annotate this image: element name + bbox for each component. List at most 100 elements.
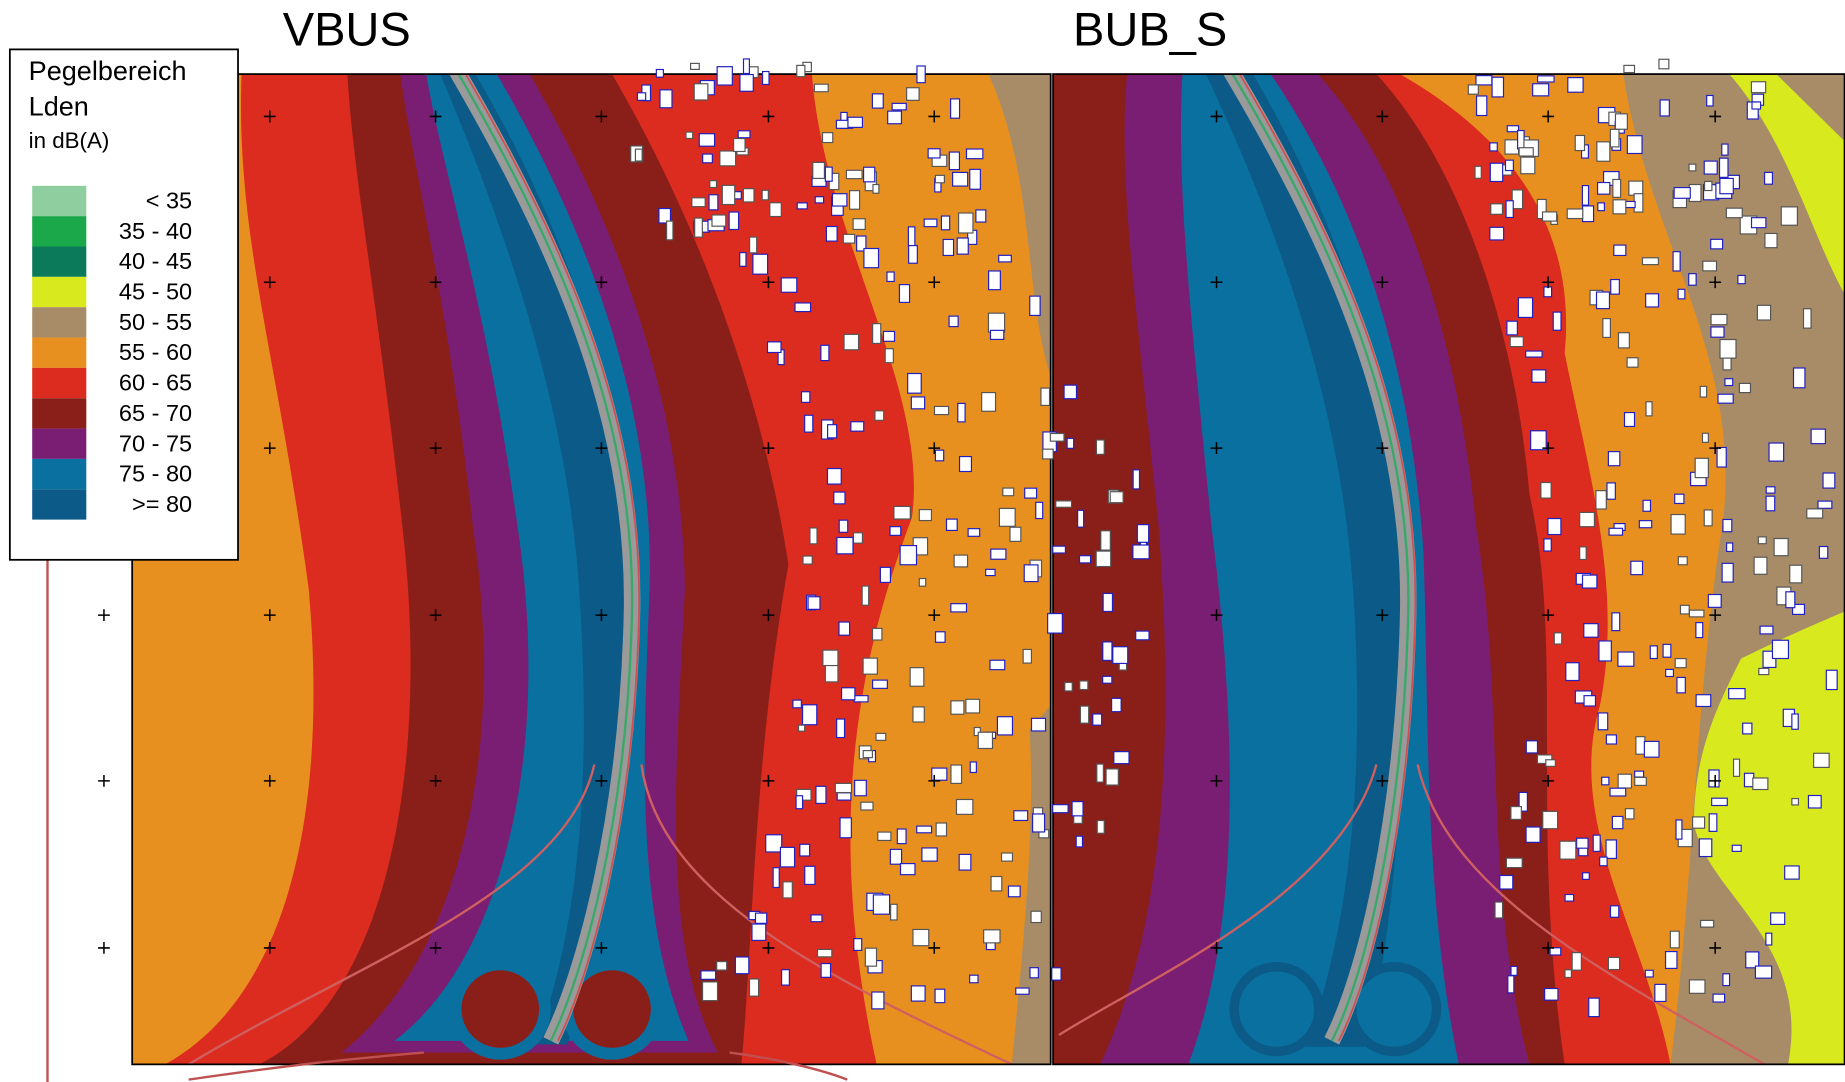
building: [1489, 162, 1504, 183]
building: [1013, 810, 1029, 822]
building: [802, 555, 813, 565]
building: [1813, 752, 1830, 768]
building: [1638, 520, 1653, 529]
building: [1623, 64, 1636, 74]
building: [935, 822, 948, 837]
building: [934, 631, 946, 643]
building: [1708, 769, 1720, 788]
legend-label: < 35: [146, 188, 192, 214]
building: [948, 151, 961, 171]
building: [945, 518, 958, 532]
building: [1579, 511, 1595, 528]
building: [956, 237, 969, 255]
building: [958, 455, 973, 473]
building: [862, 749, 873, 759]
building: [1722, 973, 1731, 987]
building: [862, 166, 876, 183]
building: [1537, 75, 1555, 83]
building: [836, 718, 846, 739]
building: [861, 585, 870, 606]
building: [1688, 183, 1702, 203]
building: [1135, 630, 1150, 641]
building: [987, 312, 1006, 333]
building: [1664, 950, 1678, 969]
building: [1507, 975, 1515, 994]
building: [782, 881, 793, 899]
building: [711, 214, 727, 227]
building: [1576, 837, 1589, 849]
building: [1659, 99, 1670, 117]
legend-title: Pegelbereich: [29, 56, 187, 86]
building: [927, 148, 941, 159]
building: [854, 779, 867, 797]
building: [1581, 205, 1595, 223]
building: [1698, 838, 1713, 858]
building: [1754, 965, 1773, 979]
building: [1578, 847, 1589, 857]
building: [751, 923, 767, 941]
building: [815, 785, 827, 804]
building: [1564, 893, 1575, 902]
building: [1726, 542, 1734, 553]
building: [965, 148, 984, 160]
building: [981, 391, 997, 412]
building: [1504, 159, 1514, 172]
building: [989, 659, 1006, 671]
grid-cross: [1376, 609, 1389, 621]
building: [1725, 207, 1743, 219]
grid-cross: [1542, 442, 1555, 454]
building: [1624, 808, 1635, 820]
building: [748, 978, 760, 997]
building: [779, 846, 796, 868]
building: [1509, 336, 1524, 348]
building: [810, 914, 823, 923]
building: [1047, 612, 1063, 634]
building: [1029, 295, 1041, 317]
building: [1544, 987, 1559, 1001]
building: [1609, 128, 1620, 148]
building: [842, 233, 856, 244]
building: [838, 621, 851, 636]
building: [1817, 500, 1833, 509]
building: [1768, 442, 1785, 462]
building: [921, 847, 938, 862]
building: [1077, 509, 1085, 528]
building: [1701, 432, 1709, 443]
grid-cross: [762, 276, 775, 289]
building: [909, 667, 925, 687]
building: [698, 133, 716, 147]
building: [989, 329, 1005, 341]
building: [742, 188, 755, 203]
building: [1719, 177, 1734, 195]
building: [822, 649, 839, 667]
building: [1732, 758, 1741, 777]
building: [1525, 350, 1543, 358]
building: [860, 801, 874, 811]
building: [1598, 640, 1612, 662]
building: [910, 396, 926, 410]
legend-label: 45 - 50: [119, 279, 192, 305]
building: [1030, 717, 1047, 732]
building: [716, 66, 733, 86]
building: [1676, 676, 1686, 694]
legend-label: 40 - 45: [119, 248, 192, 274]
legend-swatch: [32, 489, 87, 520]
building: [916, 825, 933, 834]
grid-cross: [429, 110, 442, 123]
building: [1571, 952, 1582, 971]
building: [1710, 313, 1728, 326]
building: [1665, 668, 1675, 678]
grid-cross: [263, 110, 276, 123]
building: [879, 566, 891, 583]
building: [1530, 430, 1547, 451]
building: [772, 867, 780, 889]
building: [953, 554, 969, 568]
building: [1695, 622, 1704, 639]
building: [1467, 84, 1479, 95]
building: [1751, 101, 1762, 110]
building: [1674, 493, 1685, 505]
legend-unit: in dB(A): [29, 128, 110, 153]
building: [884, 348, 894, 364]
building: [1763, 171, 1774, 185]
building: [1547, 517, 1562, 536]
